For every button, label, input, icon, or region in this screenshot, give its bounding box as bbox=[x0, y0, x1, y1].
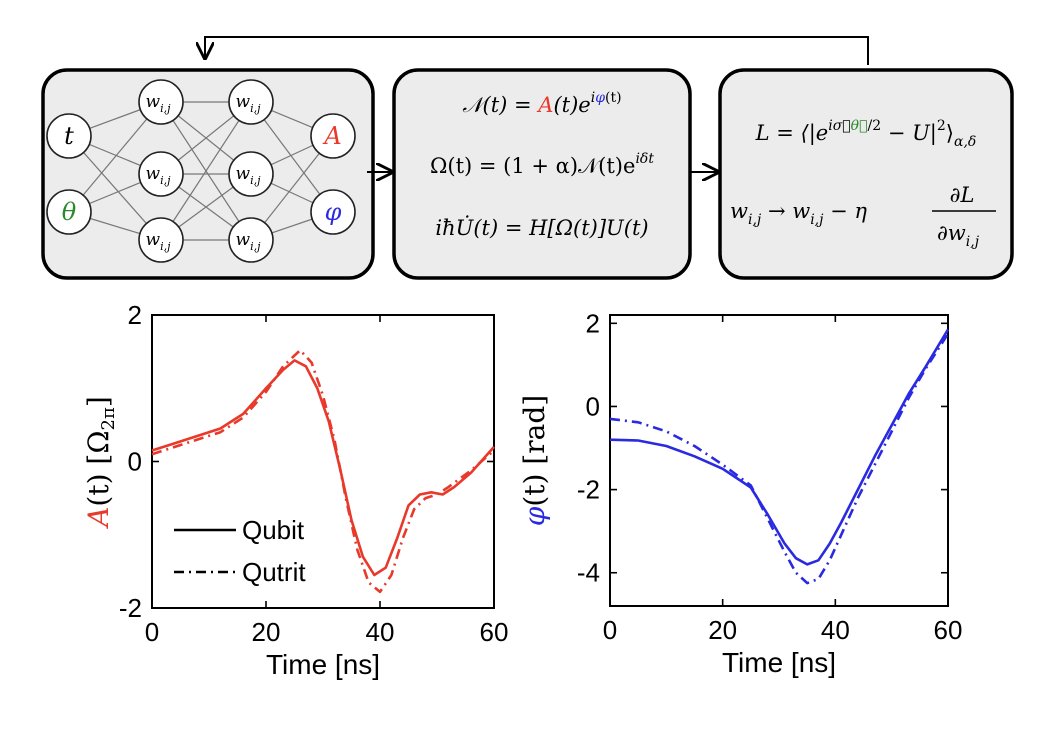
input-node bbox=[46, 189, 92, 235]
y-axis-label: A(t) [Ω2π] bbox=[82, 396, 119, 530]
output-label: A bbox=[322, 122, 341, 150]
y-tick-label: -4 bbox=[577, 558, 600, 588]
input-node bbox=[46, 113, 92, 159]
loss-box bbox=[718, 68, 1014, 280]
omega-equation: Ω(t) = (1 + α)𝒩(t)eiδt bbox=[430, 151, 654, 178]
x-tick-label: 0 bbox=[145, 617, 159, 647]
y-tick-label: 2 bbox=[586, 308, 600, 338]
plot-frame bbox=[609, 314, 949, 607]
schrodinger-equation: iħU̇(t) = H[Ω(t)]U(t) bbox=[435, 216, 648, 240]
x-tick-label: 0 bbox=[603, 615, 617, 645]
update-rule-numerator: ∂L bbox=[950, 183, 975, 207]
y-tick-label: 2 bbox=[128, 300, 142, 330]
input-label: θ bbox=[62, 198, 77, 226]
x-axis-label: Time [ns] bbox=[266, 649, 380, 680]
x-tick-label: 20 bbox=[252, 617, 281, 647]
physics-box bbox=[392, 68, 692, 280]
y-tick-label: -2 bbox=[577, 475, 600, 505]
y-tick-label: -2 bbox=[119, 593, 142, 623]
hidden-node bbox=[138, 217, 184, 263]
y-tick-label: 0 bbox=[128, 447, 142, 477]
hidden-node bbox=[138, 79, 184, 125]
x-tick-label: 40 bbox=[821, 615, 850, 645]
loss-equation: L = ⟨|eiσ⃗θ⃗/2 − U|2⟩α,δ bbox=[755, 118, 977, 150]
network-edge bbox=[160, 101, 252, 241]
y-tick-label: 0 bbox=[586, 391, 600, 421]
hidden-node bbox=[138, 151, 184, 197]
update-rule-lhs: wi,j → wi,j − η bbox=[730, 199, 867, 228]
input-label: t bbox=[64, 122, 74, 150]
hidden-node bbox=[228, 151, 274, 197]
x-tick-label: 20 bbox=[708, 615, 737, 645]
output-label: φ bbox=[325, 198, 342, 226]
network-edge bbox=[250, 101, 334, 213]
plot-frame bbox=[151, 314, 495, 609]
series-line-qutrit bbox=[151, 348, 495, 594]
series-line-qutrit bbox=[609, 333, 950, 585]
feedback-arrow bbox=[205, 36, 869, 65]
pulse-equation: 𝒩(t) = A(t)eiφ(t) bbox=[462, 90, 621, 117]
hidden-node bbox=[228, 79, 274, 125]
update-rule-denominator: ∂wi,j bbox=[937, 221, 980, 250]
x-axis-label: Time [ns] bbox=[722, 647, 836, 678]
x-tick-label: 60 bbox=[934, 615, 963, 645]
output-node bbox=[310, 189, 356, 235]
y-axis-label: φ(t) [rad] bbox=[518, 395, 551, 526]
network-edge bbox=[68, 101, 162, 213]
legend-entry: Qutrit bbox=[242, 557, 306, 587]
network-edge bbox=[68, 135, 162, 241]
update-rule: wi,j → wi,j − η ∂L ∂wi,j bbox=[730, 183, 996, 250]
series-line-qubit bbox=[151, 359, 495, 577]
series-line-qubit bbox=[609, 328, 950, 566]
x-tick-label: 60 bbox=[480, 617, 509, 647]
hidden-node bbox=[228, 217, 274, 263]
legend-entry: Qubit bbox=[242, 515, 305, 545]
x-tick-label: 40 bbox=[366, 617, 395, 647]
output-node bbox=[310, 113, 356, 159]
